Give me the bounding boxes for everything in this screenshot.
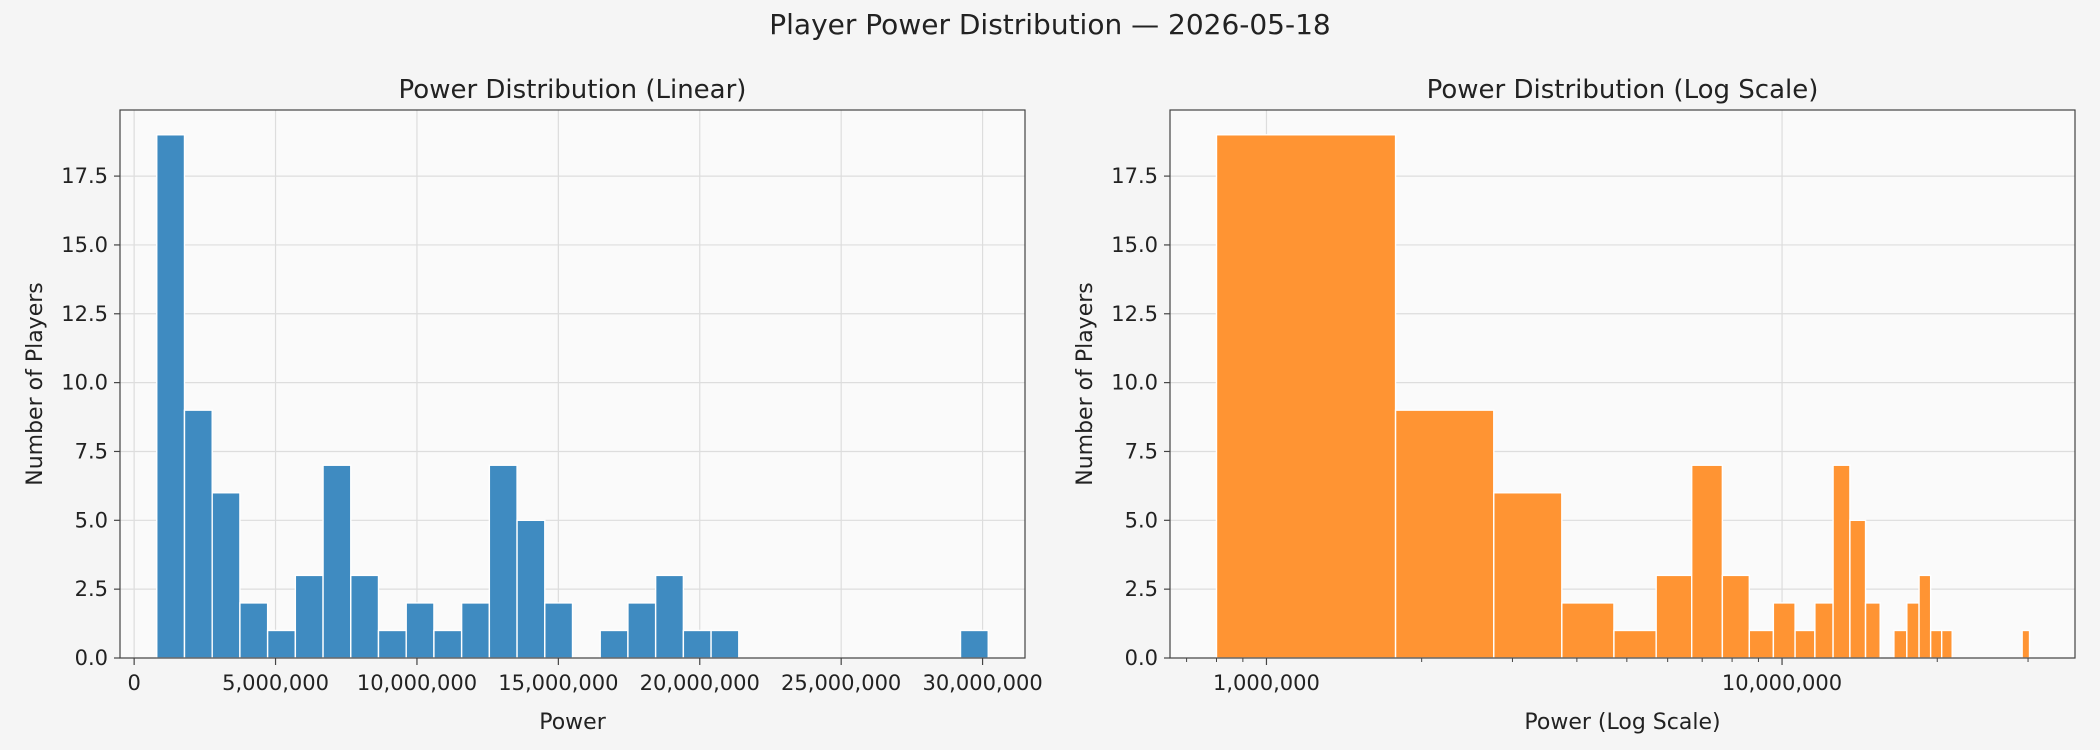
linear-y-tick-label: 17.5 — [61, 164, 108, 188]
linear-histogram-bar — [516, 519, 546, 659]
linear-histogram-bar — [682, 629, 712, 659]
linear-y-tick-label: 15.0 — [61, 233, 108, 257]
log-histogram-bar — [1493, 492, 1563, 659]
linear-histogram-bar — [377, 629, 407, 659]
linear-axes-frame — [119, 109, 1026, 659]
linear-y-tick-label: 10.0 — [61, 371, 108, 395]
log-histogram-bar — [1561, 602, 1615, 659]
log-y-tick-label: 0.0 — [1125, 646, 1158, 670]
log-y-tick-label: 17.5 — [1111, 164, 1158, 188]
linear-grid — [120, 110, 1025, 659]
linear-histogram-bar — [183, 409, 213, 659]
log-histogram-bar — [1893, 629, 1908, 659]
log-histogram-bar — [1655, 574, 1693, 659]
log-x-axis-label: Power (Log Scale) — [1524, 710, 1720, 735]
log-x-tick-label: 1,000,000 — [1213, 671, 1320, 695]
log-histogram-bar — [1906, 602, 1920, 659]
log-y-tick-label: 12.5 — [1111, 302, 1158, 326]
linear-histogram-bar — [239, 602, 269, 659]
log-histogram-bar — [1832, 464, 1851, 659]
log-histogram-bar — [1215, 134, 1397, 659]
log-histogram-bar — [1721, 574, 1751, 659]
linear-histogram-bar — [488, 464, 518, 659]
linear-y-tick-label: 7.5 — [75, 439, 108, 463]
linear-histogram-bar — [322, 464, 352, 659]
log-histogram-bar — [2021, 629, 2031, 659]
linear-y-tick-label: 12.5 — [61, 302, 108, 326]
log-histogram-bar — [1929, 629, 1943, 659]
linear-histogram-bar — [599, 629, 629, 659]
log-axes-title: Power Distribution (Log Scale) — [1427, 75, 1819, 105]
log-histogram-bar — [1691, 464, 1724, 659]
linear-x-tick-label: 20,000,000 — [640, 671, 760, 695]
linear-x-tick-label: 0 — [127, 671, 140, 695]
linear-x-tick-label: 25,000,000 — [781, 671, 901, 695]
linear-x-tick-label: 15,000,000 — [498, 671, 618, 695]
log-y-tick-label: 5.0 — [1125, 508, 1158, 532]
log-histogram-bar — [1864, 602, 1881, 659]
log-histogram-bar — [1940, 629, 1953, 659]
linear-axes-title: Power Distribution (Linear) — [399, 75, 747, 105]
linear-x-tick-label: 30,000,000 — [922, 671, 1042, 695]
log-histogram-bar — [1613, 629, 1657, 659]
linear-bars — [156, 134, 989, 659]
linear-histogram-bar — [654, 574, 685, 659]
log-histogram-bar — [1394, 409, 1495, 659]
log-y-tick-label: 10.0 — [1111, 371, 1158, 395]
linear-histogram-bar — [266, 629, 297, 659]
linear-histogram-bar — [710, 629, 740, 659]
log-histogram-bar — [1794, 629, 1816, 659]
log-histogram-bar — [1748, 629, 1775, 659]
linear-histogram-bar — [460, 602, 491, 659]
log-y-tick-label: 15.0 — [1111, 233, 1158, 257]
linear-histogram-bar — [433, 629, 463, 659]
log-histogram-bar — [1814, 602, 1834, 659]
log-y-tick-label: 7.5 — [1125, 439, 1158, 463]
linear-histogram-bar — [959, 629, 989, 659]
linear-histogram-bar — [211, 492, 241, 659]
log-axes-frame — [1169, 109, 2076, 659]
log-histogram-bar — [1849, 519, 1867, 659]
log-x-tick-label: 10,000,000 — [1722, 671, 1842, 695]
linear-x-tick-label: 10,000,000 — [357, 671, 477, 695]
log-histogram-bar — [1918, 574, 1932, 659]
linear-x-tick-label: 5,000,000 — [222, 671, 329, 695]
log-axes: 0.0 2.5 5.0 7.5 10.0 12.5 15.0 17.5 1,000,000 10,… — [1073, 75, 2076, 735]
linear-y-tick-label: 0.0 — [75, 646, 108, 670]
linear-x-axis-label: Power — [539, 710, 606, 735]
linear-axes: 0.0 2.5 5.0 7.5 10.0 12.5 15.0 17.5 0 5,000,000 10… — [23, 75, 1043, 735]
linear-plot-area — [120, 110, 1025, 658]
linear-histogram-bar — [627, 602, 657, 659]
log-bars — [1215, 134, 2031, 659]
linear-y-tick-label: 5.0 — [75, 508, 108, 532]
figure-title: Player Power Distribution — 2026-05-18 — [769, 8, 1331, 41]
log-y-axis-label: Number of Players — [1073, 282, 1098, 486]
log-histogram-bar — [1772, 602, 1796, 659]
linear-histogram-bar — [156, 134, 186, 659]
linear-histogram-bar — [350, 574, 380, 659]
linear-histogram-bar — [544, 602, 574, 659]
linear-histogram-bar — [405, 602, 435, 659]
linear-histogram-bar — [294, 574, 324, 659]
linear-y-tick-label: 2.5 — [75, 577, 108, 601]
log-y-tick-label: 2.5 — [1125, 577, 1158, 601]
linear-y-axis-label: Number of Players — [23, 282, 48, 486]
